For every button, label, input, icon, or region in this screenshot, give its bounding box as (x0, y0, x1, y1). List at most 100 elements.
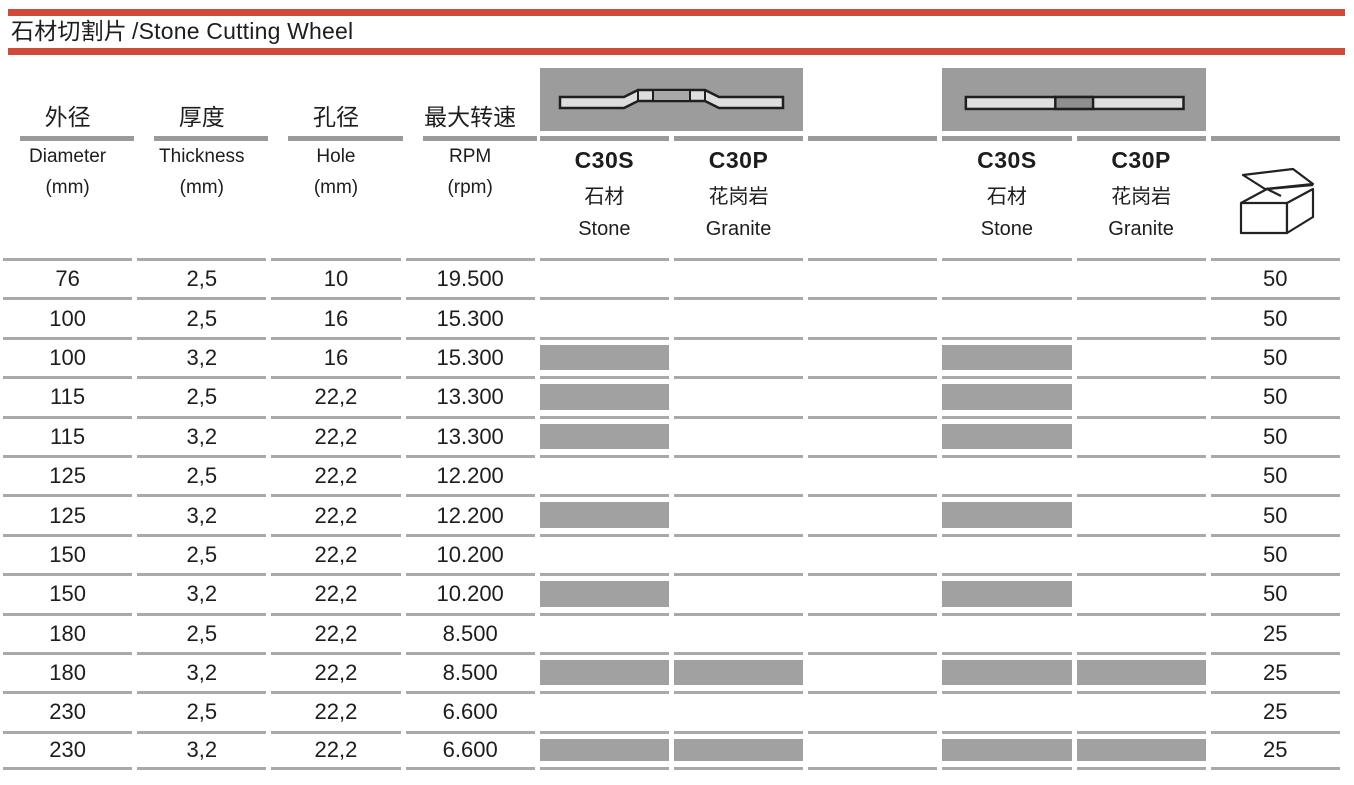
rpm-cell: 13.300 (405, 415, 535, 455)
availability-cell (673, 612, 804, 652)
col-header-diameter-en: Diameter (29, 146, 107, 167)
depressed-center-wheel-icon (558, 88, 785, 110)
hole-cell: 22,2 (271, 415, 401, 455)
col-header-diameter-zh: 外径 (3, 68, 135, 141)
material-en-g2-granite: Granite (1108, 218, 1174, 240)
availability-marker (942, 384, 1072, 410)
availability-marker (539, 738, 669, 762)
col-header-rpm-en: RPM (449, 146, 492, 167)
hole-cell: 22,2 (271, 573, 401, 612)
availability-cell (942, 297, 1072, 336)
availability-cell (539, 691, 669, 730)
rpm-cell: 15.300 (405, 297, 535, 336)
spacer-cell (808, 533, 938, 573)
availability-cell (942, 573, 1072, 612)
col-header-thickness-en: Thickness (159, 146, 245, 167)
availability-cell (539, 376, 669, 415)
thickness-cell: 2,5 (137, 297, 267, 336)
availability-cell (539, 651, 669, 691)
availability-marker (1076, 738, 1206, 762)
thickness-cell: 2,5 (137, 258, 267, 297)
material-en-g1-granite: Granite (705, 218, 772, 240)
diameter-cell: 230 (3, 730, 133, 771)
title-underline-bar (8, 48, 1345, 55)
rpm-cell: 6.600 (405, 730, 535, 771)
hole-cell: 22,2 (271, 454, 401, 494)
package-qty-cell: 25 (1210, 691, 1340, 730)
availability-cell (1076, 454, 1206, 494)
wheel-image-depressed-center (539, 68, 804, 131)
spacer-cell (808, 494, 938, 533)
header-rule (942, 68, 1072, 141)
availability-cell (1076, 415, 1206, 455)
spacer-cell (808, 297, 938, 336)
thickness-cell: 2,5 (137, 454, 267, 494)
availability-cell (539, 573, 669, 612)
availability-cell (942, 691, 1072, 730)
page-title: 石材切割片/Stone Cutting Wheel (11, 17, 353, 46)
availability-marker (942, 423, 1072, 449)
col-unit-diameter: (mm) (45, 177, 90, 198)
package-qty-cell: 25 (1210, 612, 1340, 652)
availability-cell (1076, 258, 1206, 297)
availability-cell (673, 258, 804, 297)
spacer-cell (808, 573, 938, 612)
diameter-cell: 100 (3, 297, 133, 336)
package-qty-cell: 50 (1210, 454, 1340, 494)
col-unit-rpm: (rpm) (447, 177, 493, 198)
product-table: 外径 厚度 孔径 最大转速 Diameter Thickness (3, 68, 1341, 771)
thickness-cell: 3,2 (137, 494, 267, 533)
product-code-g1-c30s: C30S (574, 147, 635, 173)
hole-cell: 22,2 (271, 494, 401, 533)
availability-cell (539, 336, 669, 376)
material-zh-g2-granite: 花岗岩 (1111, 186, 1172, 208)
availability-cell (673, 297, 804, 336)
diameter-cell: 115 (3, 376, 133, 415)
availability-marker (539, 423, 669, 449)
availability-cell (942, 415, 1072, 455)
col-header-rpm-zh: 最大转速 (406, 68, 537, 141)
hole-cell: 22,2 (271, 691, 401, 730)
availability-cell (673, 533, 804, 573)
availability-cell (942, 533, 1072, 573)
availability-cell (1076, 533, 1206, 573)
package-qty-cell: 50 (1210, 573, 1340, 612)
availability-cell (539, 612, 669, 652)
availability-cell (942, 454, 1072, 494)
product-code-g1-c30p: C30P (708, 147, 769, 173)
availability-cell (1076, 376, 1206, 415)
availability-cell (942, 612, 1072, 652)
availability-cell (1076, 494, 1206, 533)
thickness-cell: 2,5 (137, 376, 267, 415)
package-qty-cell: 50 (1210, 376, 1340, 415)
availability-cell (539, 494, 669, 533)
diameter-cell: 180 (3, 651, 133, 691)
package-qty-cell: 50 (1210, 258, 1340, 297)
header-rule (1210, 68, 1341, 141)
thickness-cell: 3,2 (137, 730, 267, 771)
availability-cell (539, 730, 669, 771)
availability-cell (673, 415, 804, 455)
hole-cell: 16 (271, 336, 401, 376)
availability-marker (539, 384, 669, 410)
hole-cell: 22,2 (271, 376, 401, 415)
availability-cell (1076, 573, 1206, 612)
hole-cell: 22,2 (271, 651, 401, 691)
rpm-cell: 12.200 (405, 454, 535, 494)
spacer-cell (808, 376, 938, 415)
availability-cell (942, 336, 1072, 376)
availability-cell (1076, 691, 1206, 730)
availability-cell (673, 336, 804, 376)
spacer-cell (808, 612, 938, 652)
availability-cell (1076, 297, 1206, 336)
spacer-cell (808, 336, 938, 376)
spacer-cell (808, 415, 938, 455)
spacer-cell (808, 258, 938, 297)
thickness-cell: 3,2 (137, 415, 267, 455)
col-unit-hole: (mm) (313, 177, 359, 198)
availability-cell (539, 415, 669, 455)
package-column-header (1211, 141, 1340, 258)
spacer-cell (808, 454, 938, 494)
diameter-cell: 230 (3, 691, 133, 730)
